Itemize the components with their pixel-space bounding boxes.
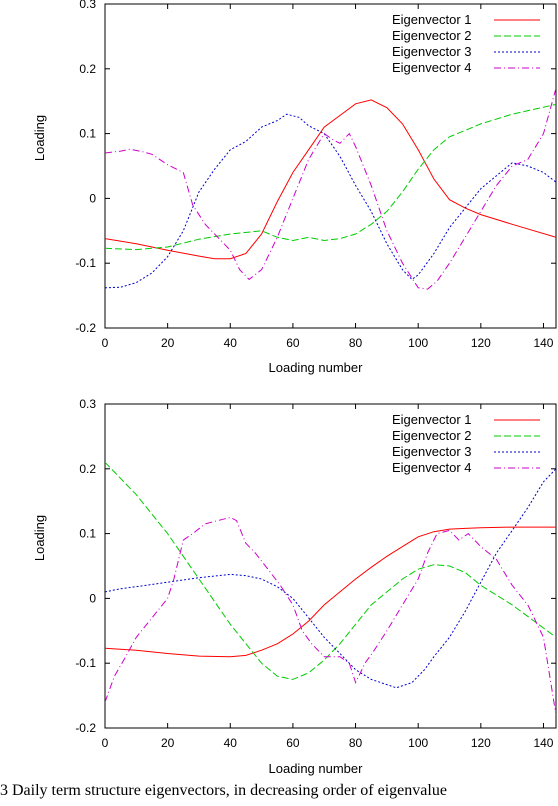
y-tick-label: -0.1 <box>75 656 96 670</box>
y-tick-label: 0 <box>89 191 96 205</box>
x-tick-label: 100 <box>408 736 428 750</box>
legend-label: Eigenvector 2 <box>392 28 472 43</box>
y-tick-label: 0.3 <box>79 0 96 11</box>
series-line-eigenvector-1 <box>105 526 556 658</box>
x-tick-label: 40 <box>224 736 238 750</box>
y-axis-label: Loading <box>32 515 47 561</box>
x-tick-label: 60 <box>286 736 300 750</box>
x-tick-label: 60 <box>286 336 300 350</box>
plot-frame <box>104 3 557 329</box>
x-tick-label: 140 <box>533 736 553 750</box>
plot-frame <box>104 403 557 729</box>
legend-label: Eigenvector 4 <box>392 460 472 475</box>
chart-panel-2: -0.2 -0.1 0 0.1 0.2 0.3 0 20 40 60 80 100 120 140 Load… <box>32 397 557 776</box>
series-line-eigenvector-2 <box>105 103 556 251</box>
chart-panel-1: -0.2 -0.1 0 0.1 0.2 0.3 0 20 40 60 80 100 120 140 Load… <box>32 0 557 375</box>
x-tick-label: 0 <box>102 336 109 350</box>
y-tick-label: 0.1 <box>79 527 96 541</box>
x-axis-label: Loading number <box>269 360 364 375</box>
x-tick-label: 140 <box>533 336 553 350</box>
legend-label: Eigenvector 1 <box>392 12 472 27</box>
y-tick-label: -0.2 <box>75 721 96 735</box>
legend-label: Eigenvector 4 <box>392 60 472 75</box>
x-tick-label: 0 <box>102 736 109 750</box>
x-tick-label: 80 <box>349 336 363 350</box>
x-tick-label: 100 <box>408 336 428 350</box>
series-line-eigenvector-4 <box>105 516 556 716</box>
legend-label: Eigenvector 3 <box>392 444 472 459</box>
series-line-eigenvector-3 <box>105 113 556 289</box>
y-tick-label: -0.1 <box>75 256 96 270</box>
series-line-eigenvector-1 <box>105 99 556 260</box>
y-tick-label: 0 <box>89 591 96 605</box>
legend-label: Eigenvector 1 <box>392 412 472 427</box>
x-tick-label: 20 <box>161 736 175 750</box>
y-axis-label: Loading <box>32 115 47 161</box>
series-line-eigenvector-3 <box>105 468 556 689</box>
y-tick-label: 0.1 <box>79 127 96 141</box>
legend-label: Eigenvector 3 <box>392 44 472 59</box>
x-tick-label: 40 <box>224 336 238 350</box>
x-tick-label: 120 <box>471 336 491 350</box>
x-tick-label: 20 <box>161 336 175 350</box>
series-line-eigenvector-4 <box>105 88 556 290</box>
y-tick-label: 0.2 <box>79 62 96 76</box>
x-tick-label: 120 <box>471 736 491 750</box>
x-axis-label: Loading number <box>269 761 364 776</box>
x-tick-label: 80 <box>349 736 363 750</box>
figure-caption: 3 Daily term structure eigenvectors, in … <box>0 782 447 799</box>
y-tick-label: 0.2 <box>79 462 96 476</box>
y-tick-label: 0.3 <box>79 397 96 411</box>
legend-label: Eigenvector 2 <box>392 428 472 443</box>
y-tick-label: -0.2 <box>75 321 96 335</box>
series-line-eigenvector-2 <box>105 461 556 680</box>
